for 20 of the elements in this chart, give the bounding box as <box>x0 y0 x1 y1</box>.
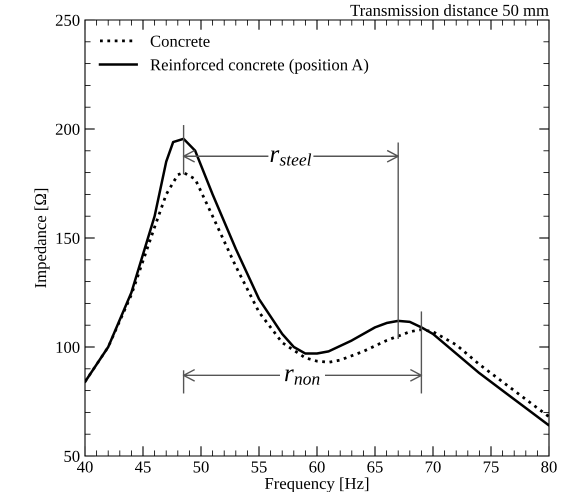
y-tick-label: 50 <box>64 450 80 462</box>
annotation: r$_{non}$ <box>285 369 320 385</box>
x-tick-label: 45 <box>134 461 151 473</box>
chart-subtitle: Transmission distance 50 mm <box>350 4 549 16</box>
x-tick-label: 75 <box>484 462 499 473</box>
x-tick-label: 60 <box>309 461 325 473</box>
y-tick-label: 150 <box>56 232 80 244</box>
y-tick-label: 250 <box>56 14 80 26</box>
x-tick-label: 50 <box>194 461 209 473</box>
y-axis-title: Impedance [Ω] <box>34 188 50 288</box>
x-tick-label: 65 <box>367 461 383 473</box>
annotation: r$_{steel}$ <box>270 150 312 166</box>
y-tick-label: 100 <box>56 342 80 353</box>
y-tick-label: 200 <box>56 124 80 135</box>
legend-label: Concrete <box>150 36 210 47</box>
x-tick-label: 70 <box>426 461 441 473</box>
legend-label: Reinforced concrete (position A) <box>150 58 368 74</box>
x-tick-label: 55 <box>252 462 267 473</box>
x-tick-label: 80 <box>541 461 557 473</box>
x-tick-label: 40 <box>76 461 93 473</box>
